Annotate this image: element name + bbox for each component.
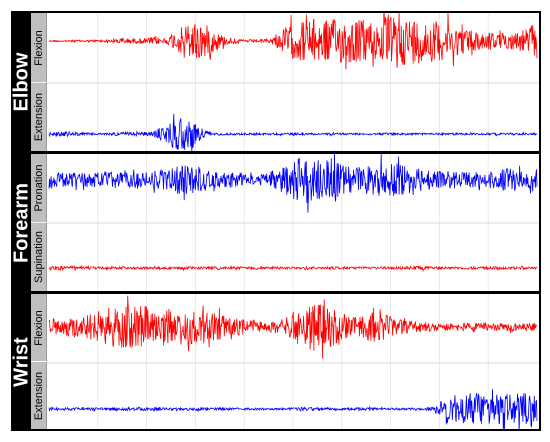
- sublabel-forearm-pronation: Pronation: [31, 154, 47, 222]
- series-trace-forearm-supination: [48, 264, 538, 273]
- sublabel-wrist-flexion: Flexion: [31, 294, 47, 361]
- sublabel-wrist-extension: Extension: [31, 362, 47, 429]
- group-wrist: Wrist Flexion Extension: [11, 294, 539, 429]
- sublabel-forearm-supination: Supination: [31, 223, 47, 291]
- group-divider: [13, 291, 539, 294]
- emg-figure: Elbow Flexion Extension Forearm Pronatio…: [11, 11, 541, 431]
- group-label-wrist: Wrist: [11, 294, 33, 429]
- series-trace-wrist-flexion: [48, 295, 538, 359]
- sublabel-elbow-flexion: Flexion: [31, 13, 47, 82]
- group-divider: [13, 151, 539, 154]
- group-elbow: Elbow Flexion Extension: [11, 13, 539, 151]
- plot-area: [31, 13, 539, 429]
- group-forearm: Forearm Pronation Supination: [11, 154, 539, 291]
- sublabel-elbow-extension: Extension: [31, 83, 47, 151]
- series-trace-elbow-extension: [48, 113, 538, 154]
- series-trace-elbow-flexion: [49, 13, 538, 70]
- series-trace-forearm-pronation: [48, 150, 538, 213]
- group-label-elbow: Elbow: [11, 13, 33, 151]
- series-trace-wrist-extension: [48, 389, 538, 429]
- group-label-forearm: Forearm: [11, 154, 33, 291]
